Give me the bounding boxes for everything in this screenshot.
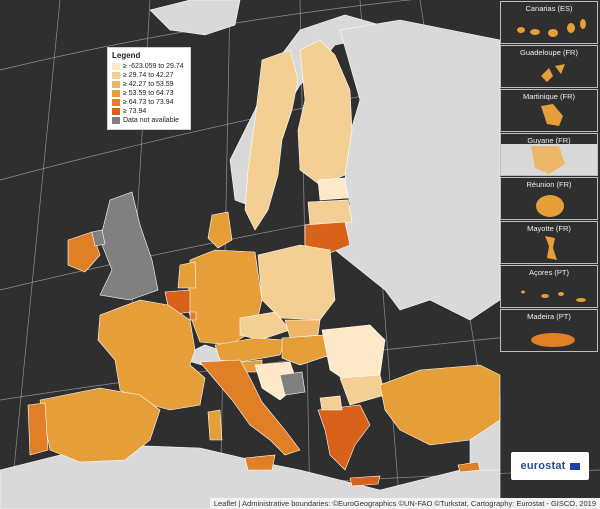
region-austria (214, 337, 286, 363)
region-lithuania (304, 221, 351, 256)
legend-item-label: ≥ -623.059 to 29.74 (123, 63, 184, 70)
region-bulgaria (339, 374, 386, 406)
legend-swatch (112, 108, 120, 115)
region-romania (321, 324, 386, 381)
legend-item-label: ≥ 73.94 (123, 108, 147, 115)
russia-belarus-ukraine (334, 19, 501, 321)
region-netherlands (177, 261, 197, 289)
legend-title: Legend (112, 51, 141, 60)
region-portugal (27, 402, 49, 456)
region-cyprus (457, 461, 481, 473)
region-estonia (317, 177, 349, 201)
region-france (97, 299, 206, 411)
region-northern-ireland (91, 229, 106, 247)
legend-item: ≥ 64.73 to 73.94 (112, 98, 186, 107)
inset-label: Mayotte (FR) (527, 224, 571, 233)
inset-guyane[interactable]: Guyane (FR) (500, 133, 598, 176)
inset-label: Guadeloupe (FR) (520, 48, 578, 57)
region-luxembourg (189, 311, 197, 321)
legend-item-label: ≥ 64.73 to 73.94 (123, 99, 174, 106)
inset-mayotte[interactable]: Mayotte (FR) (500, 221, 598, 264)
region-turkey (379, 364, 501, 446)
region-united-kingdom (99, 191, 159, 301)
inset-map (541, 64, 565, 82)
legend-item-label: ≥ 42.27 to 53.59 (123, 81, 174, 88)
legend-swatch (112, 72, 120, 79)
inset-martinique[interactable]: Martinique (FR) (500, 89, 598, 132)
region-poland (257, 244, 336, 321)
legend-item-label: ≥ 53.59 to 64.73 (123, 90, 174, 97)
region-latvia (307, 199, 353, 226)
region-czechia (239, 311, 291, 341)
legend-item: Data not available (112, 116, 186, 125)
inset-canarias[interactable]: Canarias (ES) (500, 1, 598, 44)
greenland-iceland (149, 0, 241, 36)
region-italy (199, 359, 301, 456)
inset-map (541, 104, 563, 126)
legend: Legend ≥ -623.059 to 29.74 ≥ 29.74 to 42… (107, 47, 191, 130)
legend-item-label: ≥ 29.74 to 42.27 (123, 72, 174, 79)
inset-map (545, 236, 557, 260)
inset-map (531, 333, 575, 347)
legend-item: ≥ 42.27 to 53.59 (112, 80, 186, 89)
legend-swatch (112, 90, 120, 97)
region-north-macedonia (319, 395, 343, 411)
region-slovakia (284, 319, 321, 339)
region-bosnia (279, 371, 306, 396)
inset-label: Açores (PT) (528, 268, 569, 277)
legend-swatch (112, 117, 120, 124)
region-ireland (67, 231, 101, 273)
region-finland (297, 39, 353, 186)
inset-map (521, 290, 586, 302)
legend-swatch (112, 99, 120, 106)
map-attribution[interactable]: Leaflet | Administrative boundaries: ©Eu… (209, 498, 600, 509)
region-sardinia (207, 409, 223, 441)
inset-guadeloupe[interactable]: Guadeloupe (FR) (500, 45, 598, 88)
legend-swatch (112, 81, 120, 88)
inset-madeira[interactable]: Madeira (PT) (500, 309, 598, 352)
logo-text: eurostat (520, 460, 566, 472)
eu-regions (27, 39, 501, 487)
inset-label: Guyane (FR) (527, 136, 571, 145)
region-sweden (244, 49, 299, 231)
inset-map (536, 195, 564, 217)
region-denmark (207, 211, 233, 249)
legend-swatch (112, 63, 120, 70)
inset-acores[interactable]: Açores (PT) (500, 265, 598, 308)
inset-label: Martinique (FR) (522, 92, 576, 101)
legend-item: ≥ 29.74 to 42.27 (112, 71, 186, 80)
eu-flag-icon (569, 462, 580, 470)
inset-reunion[interactable]: Réunion (FR) (500, 177, 598, 220)
legend-item: ≥ 73.94 (112, 107, 186, 116)
inset-label: Réunion (FR) (526, 180, 572, 189)
region-greece (317, 404, 371, 471)
legend-item-label: Data not available (123, 117, 180, 124)
legend-item: ≥ 53.59 to 64.73 (112, 89, 186, 98)
inset-map (517, 19, 586, 37)
eurostat-logo: eurostat (511, 452, 589, 480)
inset-label: Madeira (PT) (527, 312, 571, 321)
region-hungary (281, 334, 331, 366)
legend-item: ≥ -623.059 to 29.74 (112, 62, 186, 71)
inset-label: Canarias (ES) (525, 4, 573, 13)
inset-map (501, 144, 597, 175)
region-sicily (244, 454, 276, 471)
region-crete (349, 475, 381, 487)
